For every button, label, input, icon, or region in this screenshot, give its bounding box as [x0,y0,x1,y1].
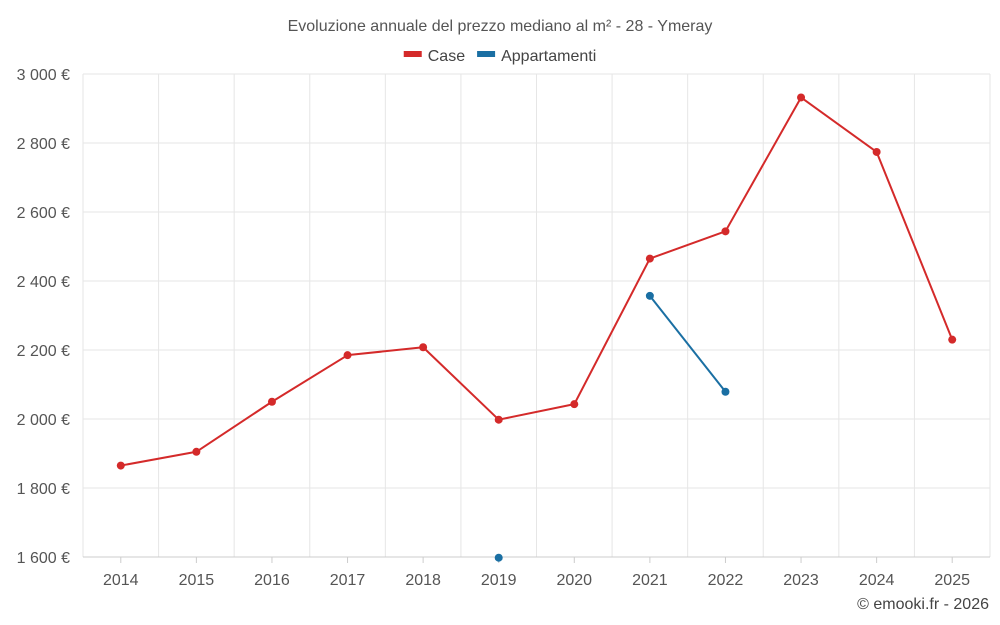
legend-swatch [403,51,422,57]
x-tick-label: 2025 [934,572,970,589]
grid [82,73,991,558]
x-tick-label: 2023 [783,572,819,589]
chart-title: Evoluzione annuale del prezzo mediano al… [288,18,713,35]
data-point-case-2017[interactable] [343,351,352,360]
y-tick-label: 2 400 € [17,274,70,291]
data-point-appartamenti-2019[interactable] [494,553,503,562]
axes: 1 600 € 1 800 € 2 000 € 2 200 € 2 400 € 2 600… [17,67,990,589]
legend: Case Appartamenti [403,48,596,65]
legend-item-appartamenti[interactable]: Appartamenti [477,48,596,65]
x-tick-label: 2024 [859,572,895,589]
x-tick-label: 2016 [254,572,290,589]
legend-label: Case [428,48,465,65]
legend-label: Appartamenti [501,48,596,65]
x-tick-label: 2022 [708,572,744,589]
credit-text: © emooki.fr - 2026 [857,596,989,613]
data-point-case-2025[interactable] [948,335,957,344]
data-point-appartamenti-2022[interactable] [721,387,730,396]
x-tick-label: 2020 [556,572,592,589]
data-point-case-2021[interactable] [645,254,654,263]
series-line-appartamenti [649,295,727,393]
data-point-case-2018[interactable] [419,343,428,352]
y-tick-label: 1 800 € [17,481,70,498]
y-tick-label: 3 000 € [17,67,70,84]
y-tick-label: 1 600 € [17,550,70,567]
data-point-case-2022[interactable] [721,227,730,236]
data-point-case-2016[interactable] [267,397,276,406]
series-layer [116,93,957,562]
legend-swatch [477,51,496,57]
y-tick-label: 2 200 € [17,343,70,360]
x-tick-label: 2018 [405,572,441,589]
data-point-case-2023[interactable] [797,93,806,102]
legend-item-case[interactable]: Case [403,48,465,65]
x-tick-label: 2019 [481,572,517,589]
x-tick-label: 2015 [179,572,215,589]
data-point-case-2024[interactable] [872,147,881,156]
data-point-appartamenti-2021[interactable] [645,291,654,300]
data-point-case-2014[interactable] [116,461,125,470]
y-tick-label: 2 800 € [17,136,70,153]
data-point-case-2020[interactable] [570,400,579,409]
data-point-case-2015[interactable] [192,447,201,456]
series-line-case [120,96,954,467]
x-tick-label: 2014 [103,572,139,589]
y-tick-label: 2 000 € [17,412,70,429]
x-tick-label: 2017 [330,572,366,589]
y-tick-label: 2 600 € [17,205,70,222]
x-tick-label: 2021 [632,572,668,589]
data-point-case-2019[interactable] [494,415,503,424]
